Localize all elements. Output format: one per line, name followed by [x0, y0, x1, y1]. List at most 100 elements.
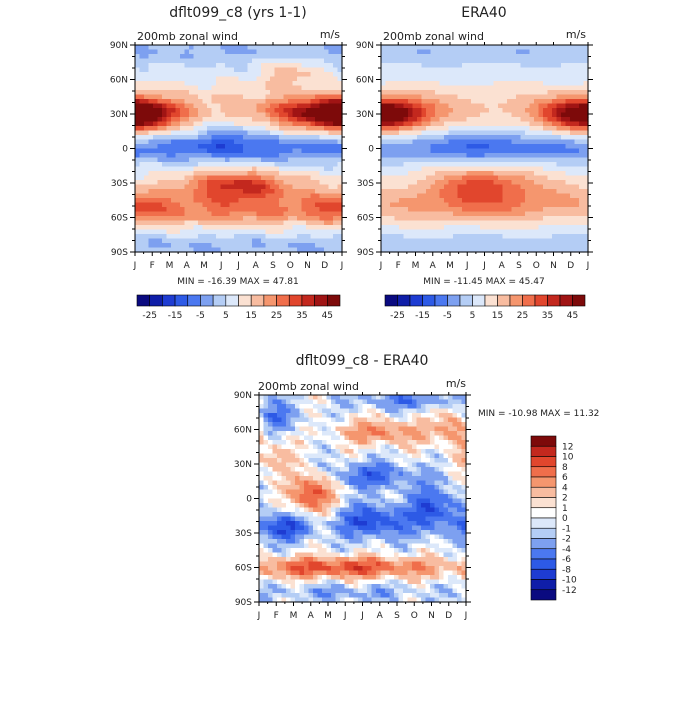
field-cell: [234, 86, 239, 91]
field-cell: [162, 149, 167, 154]
field-cell: [304, 431, 309, 436]
field-cell: [279, 234, 284, 239]
field-cell: [185, 77, 190, 82]
field-cell: [243, 77, 248, 82]
field-cell: [207, 72, 212, 77]
field-cell: [275, 50, 280, 55]
field-cell: [239, 198, 244, 203]
field-cell: [234, 167, 239, 172]
field-cell: [485, 81, 490, 86]
field-cell: [284, 122, 289, 127]
field-cell: [453, 162, 458, 167]
field-cell: [408, 422, 413, 427]
field-cell: [167, 131, 172, 136]
field-cell: [412, 418, 417, 423]
field-cell: [149, 50, 154, 55]
field-cell: [557, 81, 562, 86]
field-cell: [512, 221, 517, 226]
field-cell: [390, 63, 395, 68]
field-cell: [453, 418, 458, 423]
field-cell: [234, 212, 239, 217]
field-cell: [180, 189, 185, 194]
field-cell: [453, 436, 458, 441]
field-cell: [430, 431, 435, 436]
field-cell: [503, 225, 508, 230]
field-cell: [257, 131, 262, 136]
field-cell: [293, 167, 298, 172]
field-cell: [198, 45, 203, 50]
field-cell: [279, 144, 284, 149]
field-cell: [261, 72, 266, 77]
field-cell: [399, 194, 404, 199]
field-cell: [162, 54, 167, 59]
field-cell: [376, 404, 381, 409]
field-cell: [570, 225, 575, 230]
field-cell: [561, 104, 566, 109]
field-cell: [561, 243, 566, 248]
field-cell: [194, 140, 199, 145]
field-cell: [194, 59, 199, 64]
field-cell: [386, 59, 391, 64]
field-cell: [162, 230, 167, 235]
field-cell: [279, 171, 284, 176]
field-cell: [302, 176, 307, 181]
field-cell: [329, 59, 334, 64]
field-cell: [521, 176, 526, 181]
field-cell: [507, 99, 512, 104]
field-cell: [449, 194, 454, 199]
field-cell: [340, 440, 345, 445]
field-cell: [534, 126, 539, 131]
field-cell: [189, 144, 194, 149]
field-cell: [489, 104, 494, 109]
x-tick-label: J: [586, 261, 590, 271]
field-cell: [552, 198, 557, 203]
field-cell: [331, 427, 336, 432]
field-cell: [140, 243, 145, 248]
field-cell: [548, 77, 553, 82]
field-cell: [503, 234, 508, 239]
field-cell: [261, 59, 266, 64]
field-cell: [149, 243, 154, 248]
field-cell: [376, 400, 381, 405]
field-cell: [422, 68, 427, 73]
field-cell: [557, 221, 562, 226]
field-cell: [480, 104, 485, 109]
field-cell: [395, 180, 400, 185]
field-cell: [313, 418, 318, 423]
field-cell: [557, 230, 562, 235]
field-cell: [395, 162, 400, 167]
field-cell: [480, 63, 485, 68]
field-cell: [444, 180, 449, 185]
field-cell: [570, 194, 575, 199]
field-cell: [153, 198, 158, 203]
field-cell: [521, 63, 526, 68]
field-cell: [248, 198, 253, 203]
field-cell: [239, 216, 244, 221]
field-cell: [180, 207, 185, 212]
field-cell: [176, 126, 181, 131]
field-cell: [180, 212, 185, 217]
field-cell: [530, 72, 535, 77]
field-cell: [395, 171, 400, 176]
field-cell: [221, 99, 226, 104]
field-cell: [561, 234, 566, 239]
field-cell: [399, 234, 404, 239]
field-cell: [417, 162, 422, 167]
field-cell: [363, 404, 368, 409]
field-cell: [467, 122, 472, 127]
field-cell: [525, 144, 530, 149]
field-cell: [412, 431, 417, 436]
field-cell: [304, 413, 309, 418]
field-cell: [386, 230, 391, 235]
field-cell: [390, 149, 395, 154]
field-cell: [462, 198, 467, 203]
field-cell: [216, 185, 221, 190]
field-cell: [313, 440, 318, 445]
field-cell: [453, 81, 458, 86]
field-cell: [162, 203, 167, 208]
field-cell: [507, 230, 512, 235]
field-cell: [153, 90, 158, 95]
field-cell: [282, 404, 287, 409]
field-cell: [435, 431, 440, 436]
field-cell: [534, 167, 539, 172]
